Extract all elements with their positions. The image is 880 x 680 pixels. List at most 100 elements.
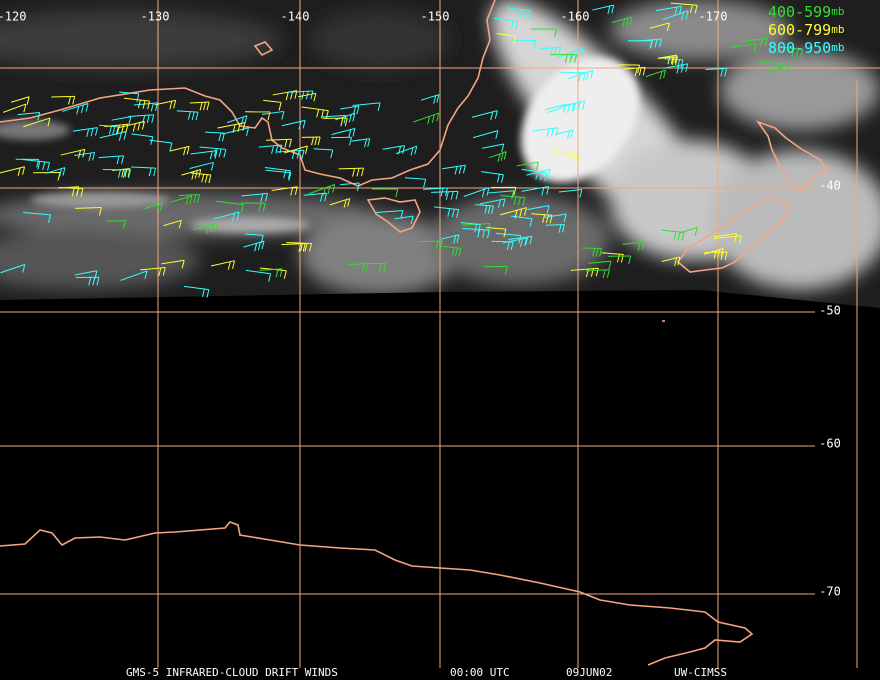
barb-tick: [577, 101, 581, 111]
barb-tick: [298, 121, 302, 130]
wind-barb: [617, 64, 641, 74]
barb-tick: [153, 168, 157, 177]
barb-tick: [574, 155, 578, 164]
barb-tick: [455, 191, 459, 200]
barb-tick: [611, 4, 615, 14]
barb-tick: [659, 71, 663, 80]
wind-barb: [352, 102, 381, 112]
barb-tick: [535, 162, 539, 171]
barb-tick: [80, 188, 84, 197]
cloud: [710, 150, 880, 290]
barb-tick: [547, 169, 551, 178]
barb-tick: [533, 40, 537, 49]
barb-tick: [162, 267, 166, 276]
barb-tick: [494, 110, 498, 119]
barb-tick: [713, 250, 717, 259]
longitude-label: -140: [281, 10, 310, 24]
barb-tick: [181, 260, 185, 269]
barb-tick: [511, 190, 515, 199]
barb-tick: [681, 232, 685, 241]
barb-tick: [150, 103, 154, 112]
barb-tick: [738, 235, 742, 245]
barb-tick: [444, 187, 448, 197]
wind-barb: [496, 33, 516, 45]
barb-tick: [436, 94, 440, 103]
footer-title: GMS-5 INFRARED-CLOUD DRIFT WINDS: [126, 666, 338, 679]
barb-tick: [524, 207, 528, 216]
barb-tick: [118, 132, 122, 141]
barb-shaft: [72, 127, 98, 132]
barb-shaft: [413, 112, 440, 123]
barb-shaft: [649, 22, 670, 29]
barb-tick: [791, 48, 795, 57]
barb-shaft: [471, 110, 498, 118]
wind-barb: [51, 95, 76, 105]
barb-shaft: [106, 220, 126, 222]
barb-tick: [558, 46, 562, 56]
barb-tick: [348, 129, 352, 138]
barb-tick: [206, 289, 210, 298]
barb-tick: [254, 243, 258, 252]
wind-barb: [340, 182, 360, 192]
barb-tick: [322, 187, 326, 196]
cloud: [0, 120, 70, 140]
wind-barb: [351, 138, 371, 148]
barb-shaft: [169, 145, 190, 152]
barb-shaft: [351, 138, 370, 142]
cloud: [0, 230, 200, 290]
wind-barb: [161, 259, 185, 269]
cloud: [190, 217, 310, 233]
wind-barb: [670, 2, 698, 14]
barb-tick: [685, 10, 689, 19]
barb-shaft: [481, 171, 504, 176]
barb-tick: [634, 67, 638, 77]
wind-barb: [226, 115, 248, 126]
wind-barb: [375, 210, 404, 219]
wind-barb: [473, 130, 499, 139]
wind-barb: [585, 269, 610, 278]
barb-tick: [90, 128, 94, 137]
barb-tick: [431, 114, 435, 123]
barb-tick: [786, 65, 790, 74]
barb-tick: [571, 103, 575, 112]
barb-tick: [298, 243, 302, 252]
barb-shaft: [493, 17, 518, 22]
barb-shaft: [128, 114, 154, 118]
barb-tick: [210, 162, 214, 171]
barb-tick: [519, 9, 523, 18]
barb-shaft: [171, 195, 192, 203]
barb-shaft: [656, 5, 682, 12]
barb-tick: [348, 114, 352, 123]
barb-tick: [189, 195, 193, 204]
barb-tick: [285, 92, 289, 101]
latitude-label: -50: [819, 304, 841, 318]
barb-tick: [541, 187, 545, 196]
wind-barb: [213, 211, 240, 222]
barb-tick: [344, 118, 348, 127]
wind-barb: [265, 169, 292, 181]
barb-shaft: [778, 46, 803, 50]
barb-shaft: [321, 114, 347, 118]
wind-barb: [471, 110, 498, 120]
wind-barb: [308, 184, 336, 196]
barb-tick: [313, 93, 317, 102]
footer-time: 00:00 UTC: [450, 666, 510, 679]
wind-barb: [331, 136, 353, 146]
wind-barb: [348, 262, 369, 272]
barb-tick: [496, 174, 500, 183]
wind-barb: [338, 167, 364, 177]
barb-tick: [218, 148, 222, 158]
wind-barb: [663, 63, 689, 74]
barb-shaft: [75, 206, 102, 209]
barb-shaft: [111, 116, 131, 121]
barb-shaft: [226, 115, 248, 124]
barb-shaft: [508, 235, 532, 240]
barb-tick: [402, 145, 406, 154]
wind-barb: [189, 101, 210, 111]
barb-shaft: [329, 198, 350, 206]
barb-tick: [720, 248, 724, 257]
wind-barb: [120, 270, 148, 281]
barb-tick: [115, 126, 119, 136]
barb-tick: [281, 111, 285, 120]
